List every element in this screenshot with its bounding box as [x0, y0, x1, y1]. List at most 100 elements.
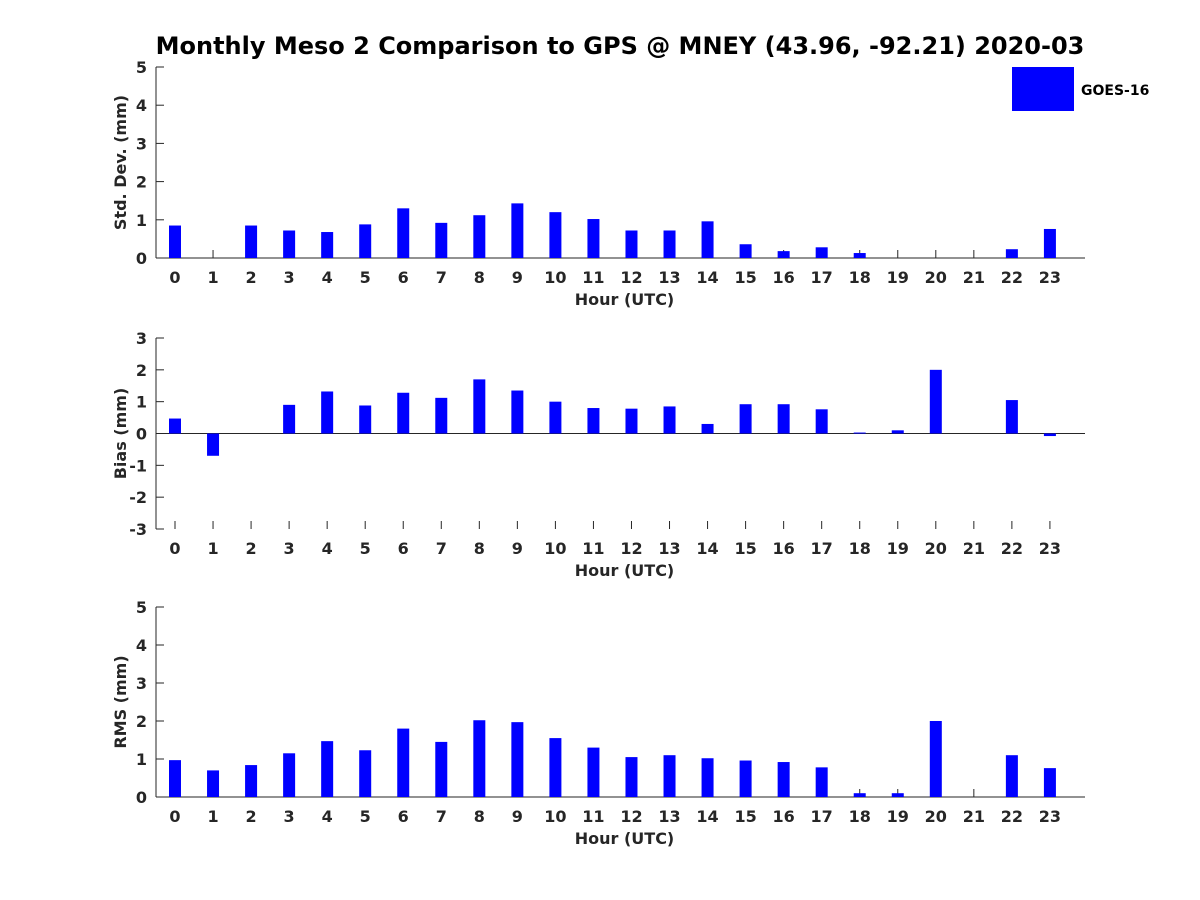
- x-tick-label: 17: [811, 539, 833, 558]
- bar-hour-0: [169, 225, 181, 258]
- x-tick-label: 23: [1039, 807, 1061, 826]
- x-tick-label: 8: [474, 268, 485, 287]
- bar-hour-11: [587, 408, 600, 434]
- x-tick-label: 2: [246, 807, 257, 826]
- x-tick-label: 6: [398, 268, 409, 287]
- bar-hour-17: [815, 409, 828, 434]
- bar-hour-11: [587, 747, 600, 797]
- bar-hour-5: [359, 750, 372, 797]
- bar-hour-9: [511, 203, 524, 258]
- y-tick-label: 3: [136, 674, 147, 693]
- y-tick-label: -3: [129, 520, 147, 539]
- bar-hour-19: [891, 430, 904, 434]
- x-tick-label: 6: [398, 539, 409, 558]
- x-tick-label: 16: [773, 539, 795, 558]
- bar-hour-22: [1005, 249, 1018, 258]
- x-tick-label: 3: [284, 807, 295, 826]
- x-tick-label: 6: [398, 807, 409, 826]
- bar-hour-20: [929, 369, 942, 434]
- x-tick-label: 0: [169, 807, 180, 826]
- bar-hour-0: [169, 760, 181, 797]
- bar-hour-20: [929, 721, 942, 797]
- x-tick-label: 10: [544, 807, 566, 826]
- y-tick-label: 5: [136, 598, 147, 617]
- x-tick-label: 18: [849, 268, 871, 287]
- x-tick-label: 11: [582, 539, 604, 558]
- bar-hour-15: [739, 760, 752, 797]
- x-tick-label: 1: [207, 807, 218, 826]
- x-tick-label: 19: [887, 807, 909, 826]
- bar-hour-9: [511, 722, 524, 797]
- bar-hour-16: [777, 251, 790, 258]
- bar-hour-2: [245, 225, 258, 258]
- x-tick-label: 21: [963, 807, 985, 826]
- x-tick-label: 15: [734, 807, 756, 826]
- bar-hour-14: [701, 758, 714, 797]
- x-tick-label: 19: [887, 268, 909, 287]
- bar-hour-22: [1005, 400, 1018, 434]
- x-tick-label: 11: [582, 268, 604, 287]
- bar-hour-15: [739, 404, 752, 434]
- x-tick-label: 14: [696, 268, 718, 287]
- x-tick-label: 0: [169, 539, 180, 558]
- x-tick-label: 14: [696, 807, 718, 826]
- y-tick-label: 3: [136, 134, 147, 153]
- bar-hour-5: [359, 224, 372, 258]
- y-axis-label: Std. Dev. (mm): [111, 95, 130, 230]
- bar-hour-7: [435, 397, 448, 434]
- y-tick-label: 0: [136, 249, 147, 268]
- x-tick-label: 10: [544, 539, 566, 558]
- bar-hour-6: [397, 392, 410, 434]
- legend-swatch: [1012, 67, 1074, 111]
- bar-hour-6: [397, 208, 410, 258]
- bar-hour-23: [1043, 433, 1056, 437]
- bar-hour-8: [473, 379, 486, 434]
- x-tick-label: 4: [322, 807, 333, 826]
- bar-hour-12: [625, 230, 638, 258]
- y-tick-label: 2: [136, 173, 147, 192]
- x-tick-label: 0: [169, 268, 180, 287]
- x-tick-label: 20: [925, 268, 947, 287]
- x-tick-label: 13: [658, 807, 680, 826]
- bar-hour-15: [739, 244, 752, 258]
- x-tick-label: 5: [360, 268, 371, 287]
- bar-hour-18: [853, 432, 866, 434]
- bar-hour-6: [397, 728, 410, 797]
- y-tick-label: 1: [136, 393, 147, 412]
- bar-hour-13: [663, 755, 676, 797]
- x-tick-label: 12: [620, 539, 642, 558]
- bar-hour-22: [1005, 755, 1018, 797]
- x-tick-label: 1: [207, 539, 218, 558]
- x-tick-label: 2: [246, 268, 257, 287]
- bar-hour-8: [473, 215, 486, 258]
- bar-hour-10: [549, 738, 562, 797]
- bar-hour-5: [359, 405, 372, 434]
- y-axis-label: RMS (mm): [111, 655, 130, 748]
- bar-hour-18: [853, 253, 866, 258]
- y-axis-label: Bias (mm): [111, 388, 130, 480]
- x-tick-label: 5: [360, 807, 371, 826]
- x-tick-label: 22: [1001, 539, 1023, 558]
- bar-hour-1: [207, 770, 220, 797]
- x-tick-label: 15: [734, 539, 756, 558]
- x-tick-label: 7: [436, 268, 447, 287]
- x-tick-label: 1: [207, 268, 218, 287]
- y-tick-label: 0: [136, 425, 147, 444]
- x-tick-label: 3: [284, 539, 295, 558]
- x-tick-label: 4: [322, 539, 333, 558]
- bar-hour-12: [625, 757, 638, 797]
- x-tick-label: 5: [360, 539, 371, 558]
- legend-label: GOES-16: [1081, 83, 1149, 99]
- bar-hour-16: [777, 762, 790, 797]
- y-tick-label: 2: [136, 712, 147, 731]
- x-tick-label: 14: [696, 539, 718, 558]
- bar-hour-11: [587, 219, 600, 258]
- bar-hour-23: [1043, 228, 1056, 258]
- x-tick-label: 10: [544, 268, 566, 287]
- x-tick-label: 13: [658, 539, 680, 558]
- x-tick-label: 21: [963, 539, 985, 558]
- y-tick-label: 4: [136, 96, 147, 115]
